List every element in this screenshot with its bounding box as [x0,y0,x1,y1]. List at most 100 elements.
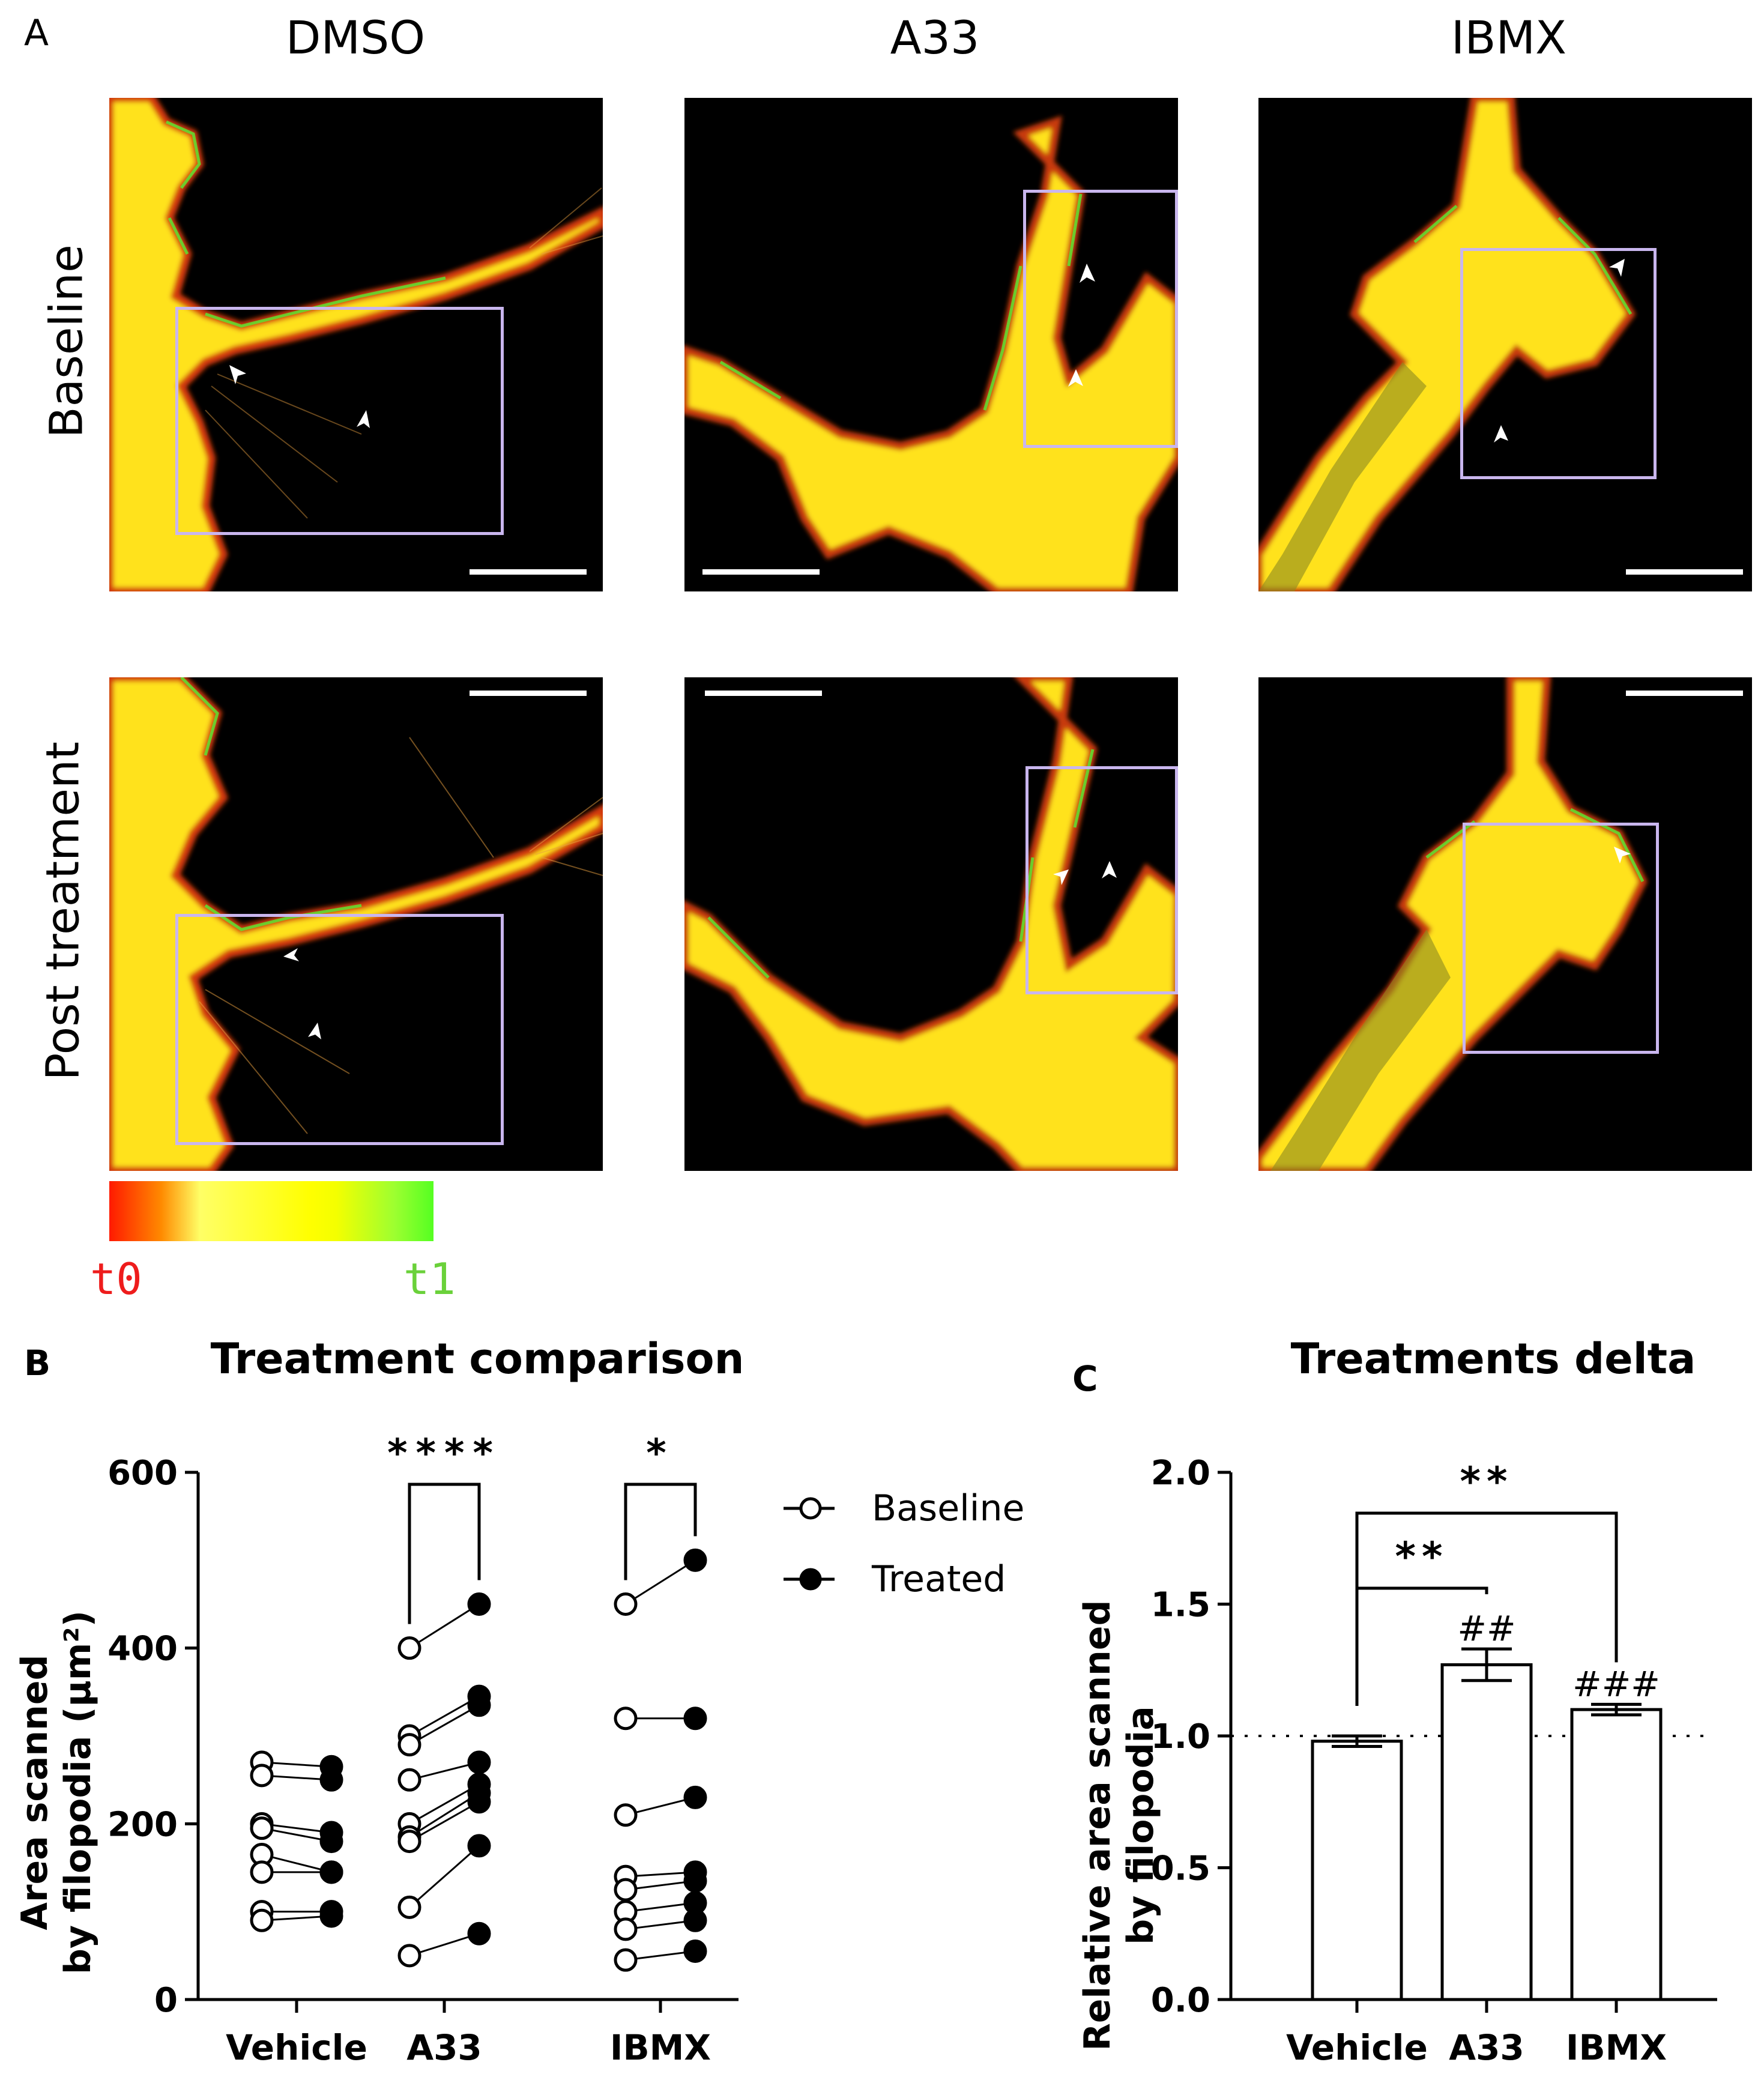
column-label-a33: A33 [890,11,980,64]
pair-line [261,1827,332,1843]
bar-vehicle [1311,1740,1403,2001]
colorbar-end-label: t1 [403,1254,456,1304]
micrograph-ibmx-baseline [1258,98,1752,591]
legend-label-treated: Treated [871,1558,1006,1600]
point-baseline-a33 [397,1733,421,1757]
y-axis-label-line2: by filopodia [1120,1706,1162,1944]
point-baseline-vehicle [250,1860,274,1884]
column-label-ibmx: IBMX [1451,11,1567,64]
legend-marker-treated [799,1568,822,1591]
significance-bracket [624,1483,697,1580]
bar-mark-ibmx: ### [1572,1663,1660,1704]
x-tick-label-vehicle: Vehicle [226,2027,367,2068]
column-label-dmso: DMSO [285,11,426,64]
pair-line [409,1603,480,1649]
roi-box [1463,823,1659,1054]
significance-bracket [1355,1511,1618,1663]
significance-label: ** [1395,1534,1448,1580]
point-treated-a33 [467,1790,491,1814]
legend: Baseline Treated [784,1487,1024,1600]
point-baseline-vehicle [250,1816,274,1840]
point-treated-a33 [467,1592,491,1616]
micrograph-ibmx-post [1258,677,1752,1171]
y-axis-label-line1: Relative area scanned [1077,1600,1119,2051]
significance-label: ** [1460,1459,1513,1505]
y-tick-label: 0.0 [1151,1981,1210,2020]
y-axis-label-line2: by filopodia (µm²) [57,1610,99,1974]
point-baseline-a33 [397,1944,421,1968]
pair-line [409,1801,480,1842]
bar-ibmx [1570,1708,1663,2001]
point-baseline-vehicle [250,1764,274,1788]
point-treated-ibmx [683,1939,707,1964]
point-treated-ibmx [683,1869,707,1893]
y-tick-label: 2.0 [1151,1454,1210,1493]
colorbar-start-label: t0 [90,1254,142,1304]
pair-line [409,1761,480,1781]
micrograph-dmso-baseline [109,98,603,591]
row-label-post-treatment: Post treatment [35,742,89,1081]
x-tick-label-a33: A33 [406,2027,482,2068]
chart-title-c: Treatments delta [1290,1334,1696,1383]
x-tick-label-a33: A33 [1449,2027,1524,2068]
micrograph-a33-baseline [684,98,1178,591]
point-baseline-ibmx [614,1948,638,1972]
legend-label-baseline: Baseline [872,1487,1024,1529]
point-treated-a33 [467,1693,491,1717]
roi-box [1023,190,1178,448]
significance-bracket [1355,1586,1488,1706]
panel-letter-b: B [24,1343,51,1383]
y-tick-label: 1.0 [1151,1717,1210,1756]
chart-title-b: Treatment comparison [210,1334,745,1383]
point-treated-ibmx [683,1548,707,1572]
x-tick-label-ibmx: IBMX [1566,2027,1667,2068]
panel-letter-c: C [1072,1358,1098,1399]
point-treated-vehicle [319,1768,343,1792]
point-treated-vehicle [319,1904,343,1928]
point-baseline-ibmx [614,1917,638,1941]
y-tick-label: 1.5 [1151,1586,1210,1625]
roi-box [175,914,504,1145]
point-treated-vehicle [319,1860,343,1884]
bar-a33 [1440,1663,1533,2001]
scale-bar [705,691,822,696]
pair-line [625,1559,696,1605]
pair-line [409,1932,480,1957]
significance-bracket [408,1483,481,1624]
pair-line [409,1783,480,1825]
scale-bar [470,569,587,575]
roi-box [1460,248,1657,479]
x-tick-label-ibmx: IBMX [610,2027,711,2068]
point-treated-vehicle [319,1830,343,1854]
point-baseline-ibmx [614,1878,638,1902]
point-treated-a33 [467,1921,491,1945]
x-tick-label-vehicle: Vehicle [1286,2027,1428,2068]
y-tick-label: 400 [107,1630,178,1669]
legend-marker-baseline [799,1497,822,1520]
point-baseline-ibmx [614,1592,638,1616]
micrograph-dmso-post [109,677,603,1171]
significance-label-ibmx: * [646,1432,674,1476]
point-treated-a33 [467,1750,491,1774]
point-baseline-a33 [397,1830,421,1854]
y-tick-label: 0 [154,1981,178,2020]
time-colorbar [109,1181,433,1241]
pair-line [409,1845,480,1908]
pair-line [409,1695,480,1737]
roi-box [175,307,504,535]
y-tick-label: 0.5 [1151,1849,1210,1888]
row-label-baseline: Baseline [39,244,93,438]
pair-line [261,1854,332,1873]
pair-line [625,1796,696,1816]
point-baseline-vehicle [250,1908,274,1932]
point-treated-ibmx [683,1707,707,1731]
point-treated-ibmx [683,1785,707,1809]
y-tick-label: 200 [107,1805,178,1844]
scale-bar [1626,691,1743,696]
point-baseline-ibmx [614,1707,638,1731]
significance-label-a33: **** [387,1432,501,1476]
panel-letter-a: A [24,12,49,54]
point-baseline-a33 [397,1895,421,1919]
